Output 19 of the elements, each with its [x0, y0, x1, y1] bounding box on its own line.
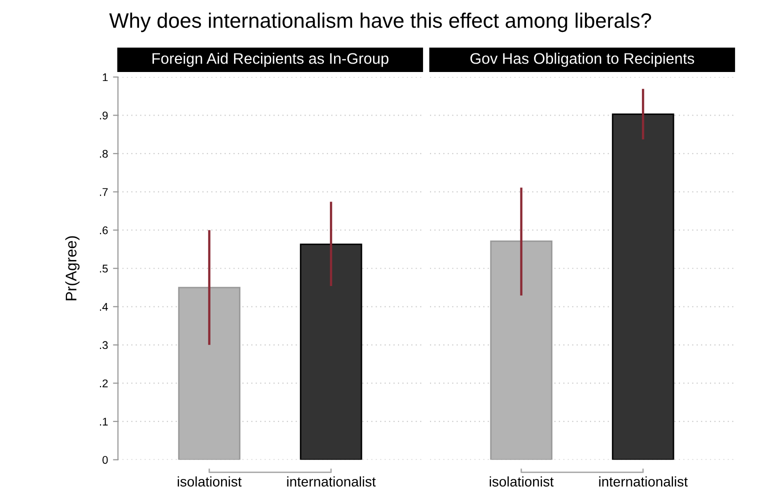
- y-axis-title: Pr(Agree): [65, 236, 80, 300]
- y-tick-label: .5: [100, 264, 108, 273]
- chart-title: Why does internationalism have this effect among liberals?: [109, 12, 652, 32]
- y-tick-label: .4: [100, 303, 108, 311]
- y-tick-label: .6: [100, 226, 108, 234]
- y-tick-label: .9: [100, 112, 108, 120]
- y-tick-label: .1: [100, 418, 108, 426]
- x-tick-label: internationalist: [599, 476, 688, 487]
- x-tick-label: isolationist: [178, 476, 242, 487]
- y-tick-label: .8: [100, 150, 108, 158]
- y-tick-label: .3: [100, 341, 108, 350]
- y-tick-label: .2: [100, 379, 108, 388]
- x-tick-label: internationalist: [287, 476, 376, 487]
- x-tick-label: isolationist: [490, 476, 554, 487]
- chart-subtitle: Gov Has Obligation to Recipients: [470, 52, 694, 67]
- y-tick-label: .7: [100, 188, 108, 196]
- chart-subtitle: Foreign Aid Recipients as In-Group: [152, 52, 388, 67]
- y-tick-label: 0: [102, 456, 108, 464]
- y-tick-label: 1: [102, 73, 108, 82]
